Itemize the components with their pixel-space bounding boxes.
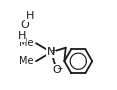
Text: O: O: [52, 65, 61, 75]
Text: H: H: [26, 11, 34, 21]
Text: Me: Me: [19, 38, 34, 48]
Text: O: O: [20, 20, 29, 30]
Text: Me: Me: [19, 56, 34, 66]
Text: N: N: [47, 47, 55, 57]
Text: −: −: [56, 64, 63, 73]
Text: H: H: [17, 31, 26, 41]
Text: +: +: [51, 46, 57, 55]
